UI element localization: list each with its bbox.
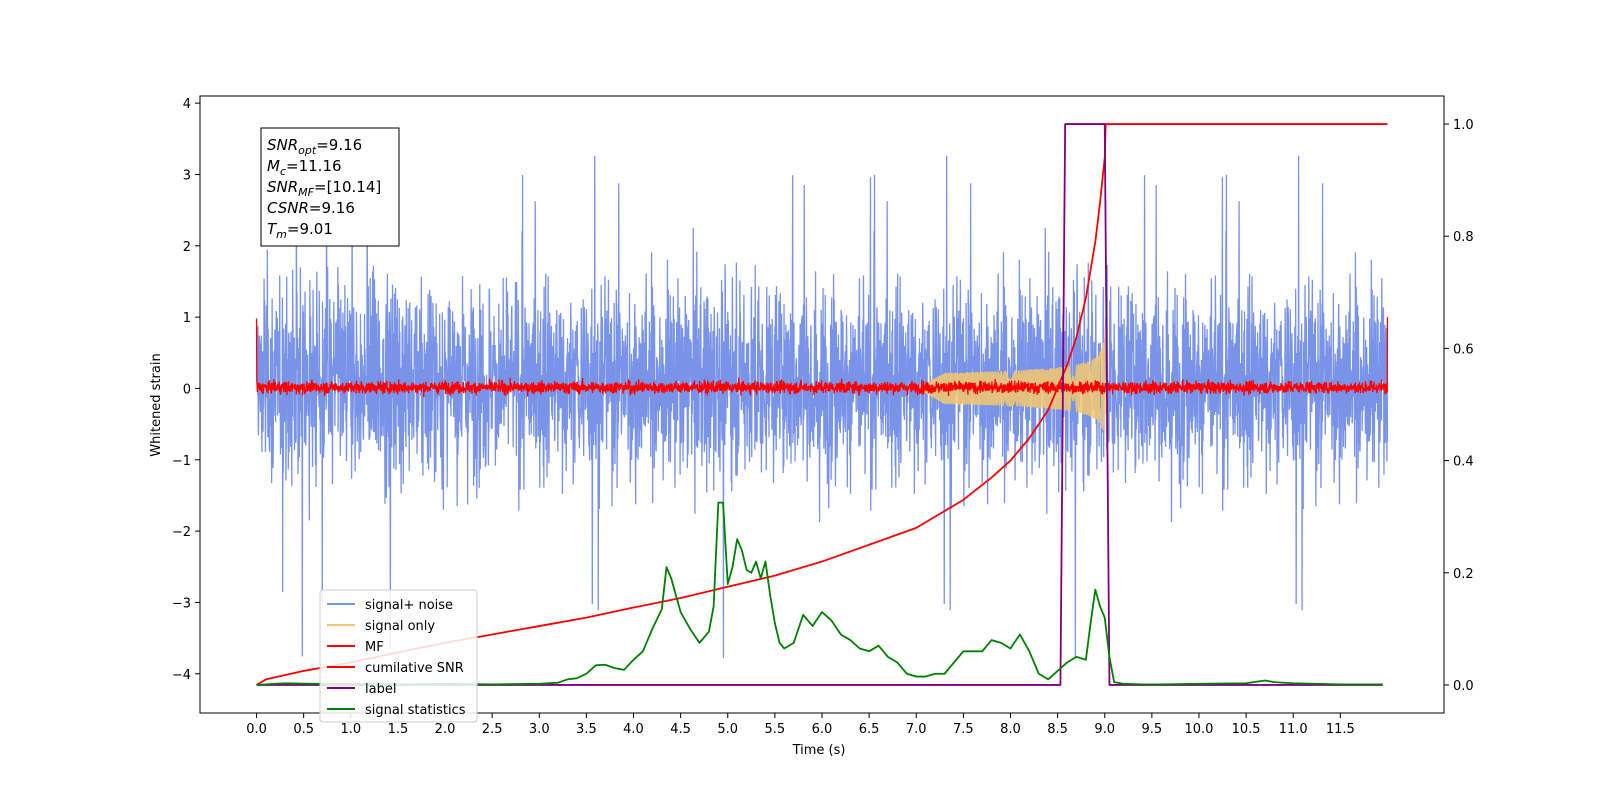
legend-items: signal+ noise signal only MF cumilative SNR… (327, 598, 466, 718)
x-tick-label: 0.5 (293, 722, 314, 737)
annotation-value: =9.16 (316, 136, 362, 154)
y-tick-label: −4 (172, 668, 191, 683)
x-axis: 0.0 0.5 1.0 1.5 2.0 2.5 3.0 3.5 4.0 4.5 5.0 5.5 6.0 6… (246, 713, 1355, 737)
annotation-symbol: T (267, 220, 278, 238)
annotation-line: Tm=9.01 (267, 220, 333, 241)
y-tick-label: 4 (183, 97, 191, 112)
x-tick-label: 5.0 (717, 722, 738, 737)
annotation-value: =9.01 (287, 220, 333, 238)
x-axis-label: Time (s) (792, 743, 846, 758)
x-tick-label: 1.0 (340, 722, 361, 737)
y-tick-label: 0 (183, 382, 191, 397)
y-tick-label: −1 (172, 454, 191, 469)
x-tick-label: 3.0 (529, 722, 550, 737)
annotation-subscript: m (276, 228, 287, 241)
x-tick-label: 5.5 (765, 722, 786, 737)
series-signal-noise (255, 155, 1389, 658)
annotation-symbol: CSNR (267, 199, 309, 217)
y-right-tick-label: 0.6 (1453, 342, 1474, 357)
y-right-tick-label: 0.4 (1453, 455, 1474, 470)
legend-label: signal+ noise (365, 598, 453, 613)
annotation-box: SNRopt=9.16Mc=11.16SNRMF=[10.14]CSNR=9.1… (260, 127, 400, 247)
annotation-value: =9.16 (309, 199, 355, 217)
annotation-lines: SNRopt=9.16Mc=11.16SNRMF=[10.14]CSNR=9.1… (267, 136, 381, 241)
x-tick-label: 7.0 (906, 722, 927, 737)
y-axis-left: 4 3 2 1 0 −1 −2 −3 −4 (172, 97, 200, 683)
annotation-line: SNRopt=9.16 (267, 136, 362, 157)
annotation-line: Mc=11.16 (267, 157, 342, 178)
y-axis-right: 1.0 0.8 0.6 0.4 0.2 0.0 (1444, 118, 1474, 694)
annotation-line: SNRMF=[10.14] (267, 178, 381, 199)
legend-label: signal statistics (365, 703, 466, 718)
annotation-frame (260, 127, 400, 247)
y-tick-label: 2 (183, 240, 191, 255)
legend-label: label (365, 682, 396, 697)
x-tick-label: 0.0 (246, 722, 267, 737)
x-tick-label: 10.0 (1184, 722, 1213, 737)
x-tick-label: 9.0 (1094, 722, 1115, 737)
annotation-line: CSNR=9.16 (267, 199, 355, 217)
y-tick-label: 3 (183, 168, 191, 183)
x-tick-label: 4.0 (623, 722, 644, 737)
y-right-tick-label: 0.2 (1453, 567, 1474, 582)
annotation-value: =11.16 (286, 157, 342, 175)
annotation-symbol: SNR (267, 178, 298, 196)
x-tick-label: 1.5 (388, 722, 409, 737)
x-tick-label: 2.5 (482, 722, 503, 737)
series-mf (255, 317, 1389, 398)
y-tick-label: 1 (183, 311, 191, 326)
series-signal-statistics (256, 501, 1383, 686)
annotation-subscript: opt (298, 144, 317, 157)
annotation-subscript: c (280, 165, 286, 178)
legend-label: MF (365, 640, 384, 655)
y-tick-label: −3 (172, 596, 191, 611)
annotation-value: =[10.14] (314, 178, 381, 196)
x-tick-label: 8.5 (1047, 722, 1068, 737)
x-tick-label: 4.5 (670, 722, 691, 737)
y-right-tick-label: 0.8 (1453, 230, 1474, 245)
x-tick-label: 6.5 (859, 722, 880, 737)
y-axis-label: Whitened strain (149, 353, 164, 456)
legend-label: cumilative SNR (365, 661, 464, 676)
legend: signal+ noise signal only MF cumilative SNR… (319, 589, 478, 723)
x-tick-label: 7.5 (953, 722, 974, 737)
y-tick-label: −2 (172, 525, 191, 540)
legend-label: signal only (365, 619, 435, 634)
x-tick-label: 2.0 (435, 722, 456, 737)
series-signal-only (915, 326, 1106, 434)
annotation-symbol: M (267, 157, 280, 175)
x-tick-label: 6.0 (812, 722, 833, 737)
x-tick-label: 10.5 (1232, 722, 1261, 737)
annotation-symbol: SNR (267, 136, 298, 154)
x-tick-label: 9.5 (1142, 722, 1163, 737)
x-tick-label: 11.0 (1279, 722, 1308, 737)
annotation-subscript: MF (298, 186, 314, 199)
x-tick-label: 11.5 (1326, 722, 1355, 737)
x-tick-label: 3.5 (576, 722, 597, 737)
y-right-tick-label: 0.0 (1453, 679, 1474, 694)
x-tick-label: 8.0 (1000, 722, 1021, 737)
y-right-tick-label: 1.0 (1453, 118, 1474, 133)
legend-frame (319, 589, 478, 723)
